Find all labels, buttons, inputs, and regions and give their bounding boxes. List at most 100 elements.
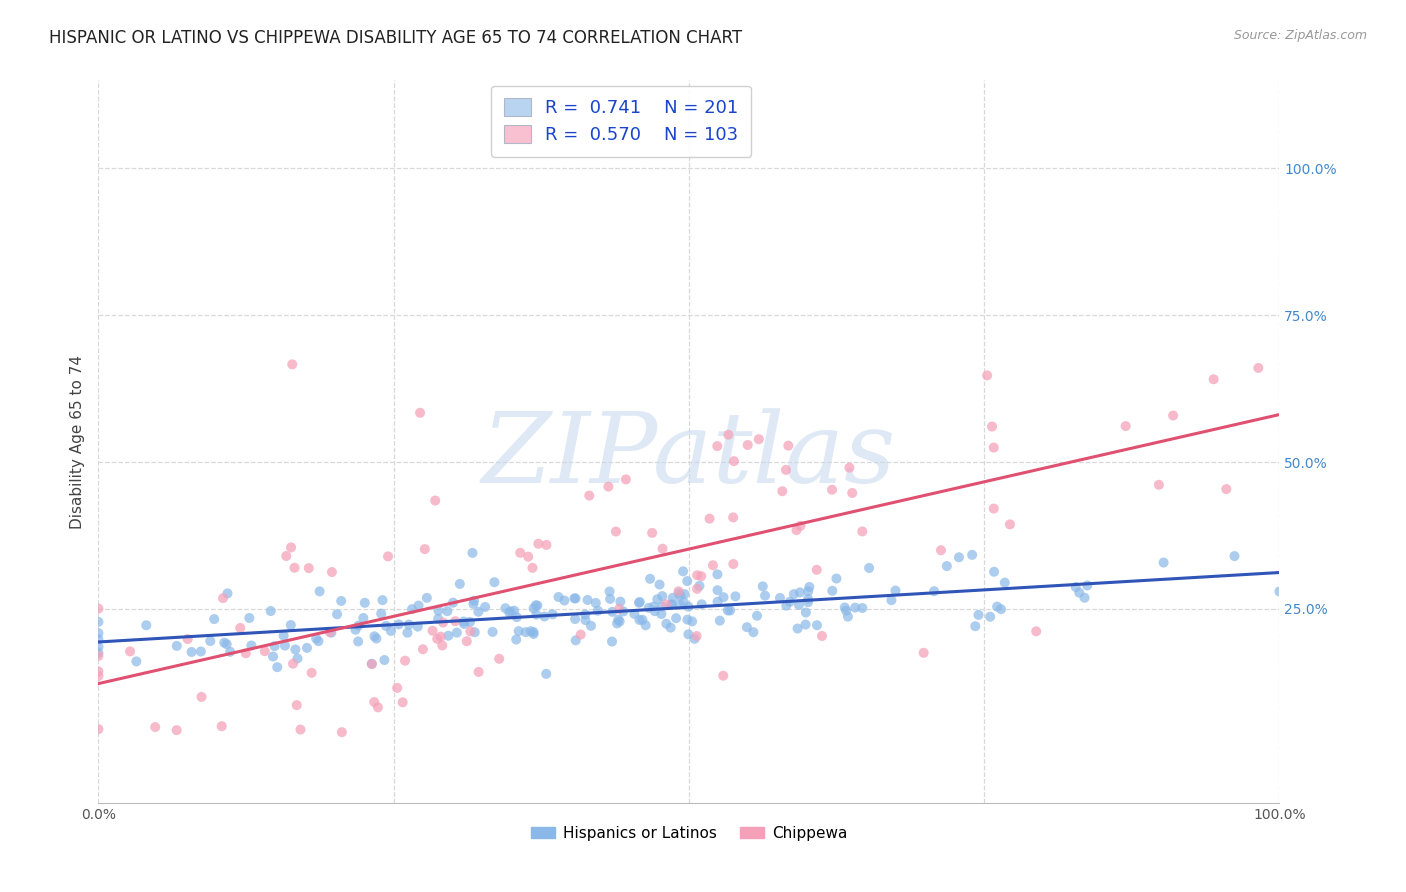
Point [547,590,569,604]
Point [506,610,529,624]
Point [690,569,713,583]
Point [564,591,586,606]
Point [305,632,328,646]
Point [456,634,478,648]
Point [841,486,863,500]
Point [330,725,353,739]
Point [835,604,858,618]
Point [217,586,239,600]
Point [284,642,307,657]
Point [797,591,820,606]
Point [488,652,510,666]
Point [967,607,990,622]
Point [775,599,797,613]
Point [706,567,728,582]
Point [858,561,880,575]
Point [87,601,110,615]
Point [600,605,623,619]
Point [352,611,374,625]
Point [463,593,485,607]
Point [413,542,436,557]
Point [754,589,776,603]
Point [779,595,801,609]
Point [280,541,302,555]
Point [281,357,304,371]
Point [240,639,263,653]
Point [724,590,747,604]
Point [363,629,385,643]
Point [370,607,392,621]
Point [453,615,475,629]
Point [401,602,423,616]
Point [960,548,983,562]
Point [87,615,110,629]
Point [661,598,683,612]
Point [274,639,297,653]
Point [1115,419,1137,434]
Point [579,619,602,633]
Point [444,614,467,628]
Point [298,561,321,575]
Point [87,816,110,830]
Point [609,615,631,629]
Point [799,580,821,594]
Point [786,622,808,636]
Point [436,604,458,618]
Point [388,617,411,632]
Point [706,439,728,453]
Point [385,681,408,695]
Point [718,603,741,617]
Point [609,594,631,608]
Point [409,406,432,420]
Point [280,618,302,632]
Point [634,618,657,632]
Point [330,594,353,608]
Point [723,454,745,468]
Point [467,605,489,619]
Point [737,438,759,452]
Point [427,604,450,618]
Point [1064,580,1087,594]
Point [391,695,413,709]
Point [307,634,329,648]
Point [262,649,284,664]
Point [574,613,596,627]
Point [711,668,734,682]
Point [484,575,506,590]
Point [838,460,860,475]
Point [321,625,343,640]
Point [533,609,555,624]
Point [432,639,454,653]
Point [326,607,349,622]
Point [519,624,541,639]
Point [1215,482,1237,496]
Point [929,543,952,558]
Point [1161,409,1184,423]
Point [229,621,252,635]
Point [1247,360,1270,375]
Point [87,626,110,640]
Point [990,602,1012,616]
Point [524,599,547,613]
Point [135,618,157,632]
Point [373,653,395,667]
Point [253,644,276,658]
Point [1202,372,1225,386]
Point [505,632,527,647]
Point [669,598,692,612]
Point [441,596,464,610]
Point [748,432,770,446]
Point [806,618,828,632]
Point [301,665,323,680]
Point [190,644,212,658]
Point [778,439,800,453]
Point [651,599,673,614]
Point [1025,624,1047,639]
Point [976,368,998,383]
Point [360,657,382,671]
Point [794,606,817,620]
Point [375,619,398,633]
Point [190,690,212,704]
Point [655,616,678,631]
Point [668,586,690,600]
